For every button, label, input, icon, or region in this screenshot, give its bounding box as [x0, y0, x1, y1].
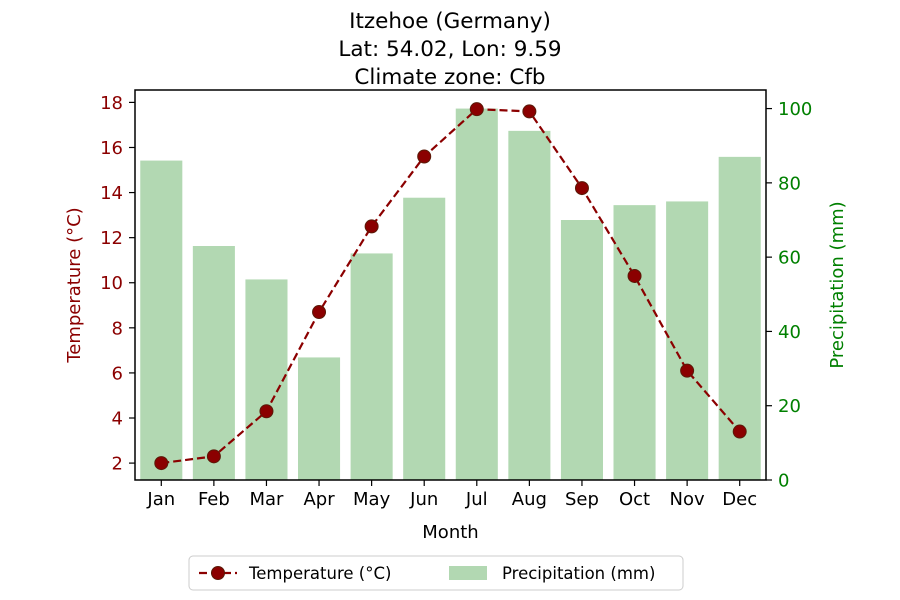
- precipitation-bar: [666, 201, 709, 480]
- y-right-tick-label: 100: [778, 99, 812, 120]
- y-right-tick-label: 0: [778, 471, 789, 492]
- y-axis-left: 2 4 6 8 10 12 14 16 18 Temperature (°C): [64, 93, 135, 475]
- precipitation-bar: [613, 205, 656, 480]
- precipitation-bar: [140, 160, 183, 481]
- precipitation-bars: [140, 108, 761, 481]
- title-line: Climate zone: Cfb: [354, 65, 545, 90]
- temperature-point: [627, 268, 642, 283]
- temperature-point: [364, 219, 379, 234]
- temperature-point: [574, 181, 589, 196]
- title-line: Lat: 54.02, Lon: 9.59: [338, 37, 561, 62]
- temperature-line: [154, 102, 747, 471]
- x-axis: Jan Feb Mar Apr May Jun Jul Aug Sep Oct Nov Dec Mont…: [146, 480, 757, 543]
- y-left-tick-label: 12: [100, 228, 123, 249]
- precipitation-bar: [192, 246, 235, 480]
- legend-precipitation-swatch: [449, 566, 487, 580]
- x-tick-label: May: [353, 489, 391, 510]
- y-right-tick-label: 60: [778, 248, 801, 269]
- legend-temperature-label: Temperature (°C): [248, 564, 391, 583]
- temperature-series-line: [161, 108, 741, 465]
- temperature-point: [154, 456, 169, 471]
- y-left-axis-label: Temperature (°C): [64, 207, 85, 363]
- temperature-point: [206, 449, 221, 464]
- temperature-point: [680, 363, 695, 378]
- legend: Temperature (°C) Precipitation (mm): [188, 555, 684, 591]
- precipitation-bar: [298, 357, 341, 480]
- plot-frame: [134, 89, 767, 481]
- y-left-tick-label: 6: [112, 363, 123, 384]
- legend-precipitation-label: Precipitation (mm): [502, 564, 655, 583]
- x-tick-label: Jan: [146, 489, 175, 510]
- precipitation-bar: [403, 197, 446, 480]
- x-tick-label: Jul: [465, 489, 488, 510]
- x-tick-label: Feb: [198, 489, 230, 510]
- x-tick-label: Jun: [409, 489, 438, 510]
- y-right-tick-label: 20: [778, 396, 801, 417]
- y-right-tick-label: 40: [778, 322, 801, 343]
- temperature-point: [522, 104, 537, 119]
- x-tick-label: Apr: [303, 489, 335, 510]
- x-tick-label: Nov: [670, 489, 705, 510]
- y-left-tick-label: 18: [100, 93, 123, 114]
- y-right-tick-label: 80: [778, 173, 801, 194]
- y-left-tick-label: 2: [112, 454, 123, 475]
- y-left-tick-label: 8: [112, 318, 123, 339]
- precipitation-bar: [245, 279, 288, 480]
- x-axis-label: Month: [422, 522, 478, 543]
- x-tick-label: Sep: [565, 489, 599, 510]
- y-left-tick-label: 16: [100, 138, 123, 159]
- legend-temperature-marker: [211, 566, 225, 580]
- title-line: Itzehoe (Germany): [349, 9, 551, 34]
- y-left-tick-label: 4: [112, 409, 123, 430]
- temperature-point: [312, 305, 327, 320]
- y-left-tick-label: 10: [100, 273, 123, 294]
- y-right-axis-label: Precipitation (mm): [827, 201, 848, 368]
- precipitation-bar: [455, 108, 498, 481]
- precipitation-bar: [560, 220, 603, 480]
- x-tick-label: Mar: [249, 489, 284, 510]
- y-axis-right: 0 20 40 60 80 100 Precipitation (mm): [766, 99, 848, 492]
- temperature-point: [259, 404, 274, 419]
- x-tick-label: Aug: [512, 489, 547, 510]
- legend-box: [188, 555, 684, 591]
- precipitation-bar: [350, 253, 393, 480]
- temperature-point: [469, 102, 484, 117]
- y-left-tick-label: 14: [100, 183, 123, 204]
- precipitation-bar: [508, 130, 551, 480]
- temperature-point: [417, 149, 432, 164]
- x-tick-label: Oct: [619, 489, 650, 510]
- temperature-point: [732, 424, 747, 439]
- chart-title: Itzehoe (Germany) Lat: 54.02, Lon: 9.59 Cl…: [338, 9, 561, 90]
- x-tick-label: Dec: [722, 489, 757, 510]
